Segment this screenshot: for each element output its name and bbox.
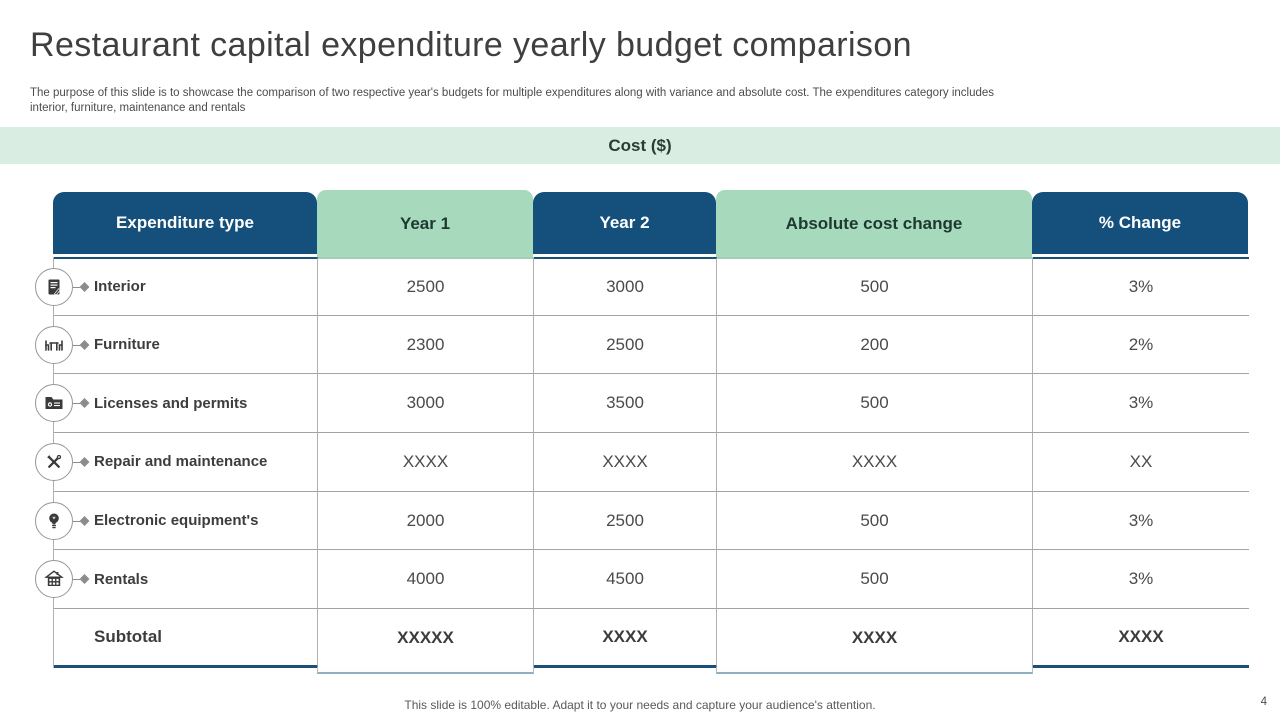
cell-rentals-year1: 4000 bbox=[318, 550, 534, 610]
table-row-licenses-label-cell: Licenses and permits bbox=[35, 374, 318, 434]
cell-furniture-pct-change: 2% bbox=[1033, 315, 1249, 375]
cell-interior-year1: 2500 bbox=[318, 257, 534, 316]
connector-line bbox=[73, 403, 80, 405]
cell-furniture-abs-change: 200 bbox=[717, 315, 1033, 375]
connector-line bbox=[73, 579, 80, 581]
slide-description-line2: interior, furniture, maintenance and ren… bbox=[30, 101, 246, 114]
table-row-repair-label-cell: Repair and maintenance bbox=[35, 433, 318, 492]
diamond-bullet bbox=[79, 398, 90, 409]
table-row-furniture-label-cell: Furniture bbox=[35, 315, 318, 375]
cell-licenses-abs-change: 500 bbox=[717, 374, 1033, 434]
page-number: 4 bbox=[1260, 696, 1267, 708]
cell-licenses-year2: 3500 bbox=[534, 374, 717, 434]
row-label: Licenses and permits bbox=[94, 394, 248, 412]
connector-line bbox=[73, 520, 80, 522]
cell-subtotal-abs-change: XXXX bbox=[716, 609, 1033, 674]
row-label: Repair and maintenance bbox=[94, 453, 268, 471]
document-icon bbox=[35, 267, 73, 306]
cost-band: Cost ($) bbox=[0, 127, 1280, 164]
diamond-bullet bbox=[79, 339, 90, 350]
building-icon bbox=[35, 560, 73, 599]
slide-description: The purpose of this slide is to showcase… bbox=[30, 86, 1060, 115]
column-header-absolute-cost-change: Absolute cost change bbox=[716, 190, 1032, 257]
cell-repair-abs-change: XXXX bbox=[717, 433, 1033, 492]
cell-interior-abs-change: 500 bbox=[717, 257, 1033, 316]
cell-rentals-year2: 4500 bbox=[534, 550, 717, 610]
column-header-expenditure-type: Expenditure type bbox=[53, 192, 317, 254]
cell-licenses-year1: 3000 bbox=[318, 374, 534, 434]
cell-electronic-year1: 2000 bbox=[318, 491, 534, 551]
table-row-interior-label-cell: Interior bbox=[35, 257, 318, 316]
cell-electronic-pct-change: 3% bbox=[1033, 491, 1249, 551]
cell-electronic-abs-change: 500 bbox=[717, 491, 1033, 551]
cell-furniture-year2: 2500 bbox=[534, 315, 717, 375]
table-row-electronic-label-cell: Electronic equipment's bbox=[35, 491, 318, 551]
furniture-icon bbox=[35, 325, 73, 364]
footer-note: This slide is 100% editable. Adapt it to… bbox=[404, 698, 876, 712]
folder-icon bbox=[35, 384, 73, 423]
subtotal-label-cell: Subtotal bbox=[54, 609, 318, 668]
cell-rentals-pct-change: 3% bbox=[1033, 550, 1249, 610]
row-label: Rentals bbox=[94, 570, 149, 588]
connector-line bbox=[73, 461, 80, 463]
connector-line bbox=[73, 344, 80, 346]
column-header-year-1: Year 1 bbox=[317, 190, 533, 257]
diamond-bullet bbox=[79, 456, 90, 467]
table-header-row: Expenditure type Year 1 Year 2 Absolute … bbox=[53, 190, 1248, 257]
row-label: Furniture bbox=[94, 336, 160, 354]
diamond-bullet bbox=[79, 574, 90, 585]
cell-subtotal-year2: XXXX bbox=[534, 609, 717, 668]
cell-furniture-year1: 2300 bbox=[318, 315, 534, 375]
table-row-rentals-label-cell: Rentals bbox=[35, 550, 318, 610]
bulb-icon bbox=[35, 501, 73, 540]
expenditure-table: Interior 2500 3000 500 3% Furniture 2300… bbox=[35, 257, 1249, 674]
cell-interior-year2: 3000 bbox=[534, 257, 717, 316]
cell-repair-year1: XXXX bbox=[318, 433, 534, 492]
cell-subtotal-year1: XXXXX bbox=[317, 609, 534, 674]
cell-repair-pct-change: XX bbox=[1033, 433, 1249, 492]
diamond-bullet bbox=[79, 281, 90, 292]
cell-licenses-pct-change: 3% bbox=[1033, 374, 1249, 434]
row-label: Electronic equipment's bbox=[94, 512, 259, 530]
cell-repair-year2: XXXX bbox=[534, 433, 717, 492]
cost-band-label: Cost ($) bbox=[608, 135, 672, 155]
connector-line bbox=[73, 286, 80, 288]
slide-description-line1: The purpose of this slide is to showcase… bbox=[30, 87, 995, 99]
column-header-pct-change: % Change bbox=[1032, 192, 1248, 254]
diamond-bullet bbox=[79, 515, 90, 526]
cell-interior-pct-change: 3% bbox=[1033, 257, 1249, 316]
tools-icon bbox=[35, 442, 73, 481]
cell-electronic-year2: 2500 bbox=[534, 491, 717, 551]
row-label: Interior bbox=[94, 278, 146, 296]
page-title: Restaurant capital expenditure yearly bu… bbox=[30, 26, 912, 64]
subtotal-label: Subtotal bbox=[94, 626, 162, 646]
cell-rentals-abs-change: 500 bbox=[717, 550, 1033, 610]
cell-subtotal-pct-change: XXXX bbox=[1033, 609, 1249, 668]
column-header-year-2: Year 2 bbox=[533, 192, 716, 254]
